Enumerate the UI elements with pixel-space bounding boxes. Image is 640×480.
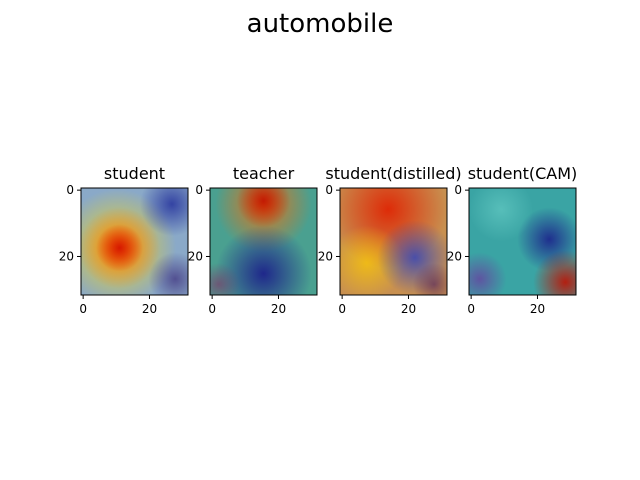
heatmap-region bbox=[95, 224, 144, 272]
axes-frame bbox=[209, 187, 318, 296]
figure-title: automobile bbox=[247, 9, 394, 39]
heatmap-region bbox=[469, 252, 507, 295]
x-tick-label: 0 bbox=[338, 302, 346, 316]
heatmap-region bbox=[412, 262, 447, 295]
panel-title: student bbox=[104, 164, 165, 183]
heatmap-region bbox=[139, 188, 188, 237]
y-tick-label: 20 bbox=[447, 249, 462, 263]
y-tick-label: 20 bbox=[59, 249, 74, 263]
axes-frame bbox=[80, 187, 189, 296]
axes-frame bbox=[339, 187, 448, 296]
y-tick-label: 20 bbox=[318, 249, 333, 263]
panel-title: student(CAM) bbox=[468, 164, 578, 183]
x-tick-label: 0 bbox=[208, 302, 216, 316]
heatmap-image bbox=[340, 188, 447, 295]
axes-frame bbox=[468, 187, 577, 296]
y-tick-label: 20 bbox=[188, 249, 203, 263]
x-tick-label: 20 bbox=[271, 302, 286, 316]
heatmap-region bbox=[469, 188, 534, 242]
heatmap-region bbox=[236, 188, 291, 228]
x-tick-label: 20 bbox=[142, 302, 157, 316]
heatmap-image bbox=[469, 188, 576, 295]
y-tick-label: 0 bbox=[454, 183, 462, 197]
heatmap-region bbox=[533, 250, 576, 295]
y-tick-label: 0 bbox=[325, 183, 333, 197]
panels: student 0 20 0 20 teacher 0 20 0 20 student(distil… bbox=[59, 164, 578, 316]
x-tick-label: 20 bbox=[401, 302, 416, 316]
panel-title: teacher bbox=[233, 164, 295, 183]
heatmap-region bbox=[210, 262, 240, 295]
panel-2: teacher 0 20 0 20 bbox=[188, 164, 318, 316]
x-tick-label: 0 bbox=[467, 302, 475, 316]
panel-4: student(CAM) 0 20 0 20 bbox=[447, 164, 578, 316]
heatmap-image bbox=[210, 188, 317, 295]
heatmap-region bbox=[215, 225, 312, 295]
y-tick-label: 0 bbox=[195, 183, 203, 197]
y-tick-label: 0 bbox=[66, 183, 74, 197]
panel-title: student(distilled) bbox=[325, 164, 461, 183]
heatmap-region bbox=[148, 252, 188, 295]
x-tick-label: 20 bbox=[530, 302, 545, 316]
x-tick-label: 0 bbox=[79, 302, 87, 316]
panel-1: student 0 20 0 20 bbox=[59, 164, 189, 316]
heatmap-image bbox=[81, 188, 188, 295]
